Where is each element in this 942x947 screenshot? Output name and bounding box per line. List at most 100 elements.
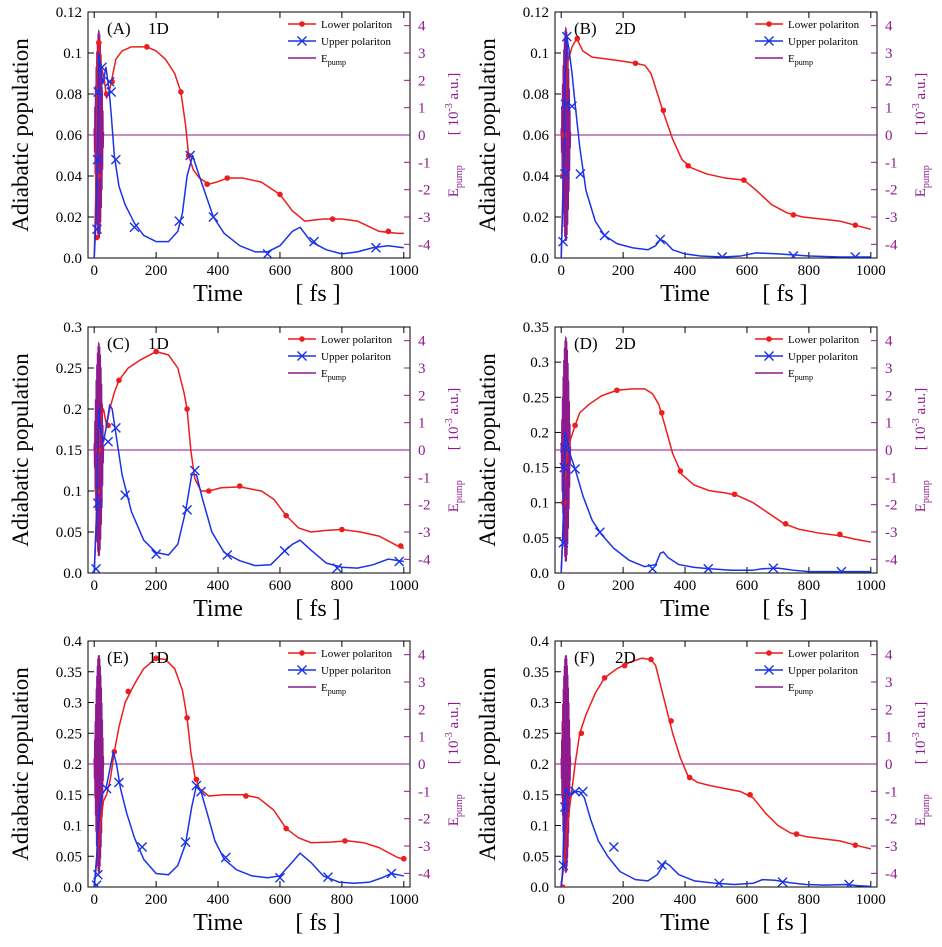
y2-tick-label: 3: [885, 46, 893, 62]
plot-area: [88, 341, 410, 573]
lower-polariton-marker: [852, 222, 859, 228]
lower-polariton-marker: [668, 718, 674, 724]
upper-polariton-marker: [101, 783, 112, 794]
panel-dimension-label: 2D: [615, 334, 636, 353]
x-tick-label: 600: [269, 263, 292, 279]
lower-polariton-marker: [790, 212, 797, 218]
x-tick-label: 800: [331, 892, 354, 908]
lower-polariton-marker: [185, 152, 192, 159]
x-tick-label: 400: [674, 892, 697, 908]
chart-panel-a: 0 200 400 600 800 1000 0.0 0.02 0.04 0.06 0.08 0.1 0…: [8, 5, 465, 307]
upper-polariton-marker: [191, 780, 202, 791]
y-tick-label: 0.1: [530, 819, 549, 835]
y2-label-exponent: -3: [911, 418, 922, 426]
lower-polariton-marker: [236, 483, 243, 489]
upper-polariton-line: [560, 35, 871, 258]
x-tick-label: 600: [269, 892, 292, 908]
y-tick-label: 0.2: [530, 425, 549, 441]
panel-dimension-label: 2D: [615, 19, 636, 38]
legend-lower-polariton-label: Lower polariton: [321, 19, 393, 31]
legend-upper-polariton-label: Upper polariton: [788, 351, 858, 363]
legend: Lower polariton Upper polariton Epump: [288, 648, 393, 696]
legend-series-name: Lower polariton: [788, 334, 860, 346]
panel-dimension-label: 1D: [148, 334, 169, 353]
y2-tick-label: 2: [885, 388, 893, 404]
y2-tick-label: 4: [418, 334, 426, 350]
chart-panel-f: 0 200 400 600 800 1000 0.0 0.05 0.1 0.15 0.2 0.25 0.…: [475, 634, 932, 936]
y2-tick-label: 4: [418, 19, 426, 35]
y2-tick-label: -3: [418, 839, 431, 855]
y2-tick-label: -4: [885, 866, 898, 882]
y2-tick-label: 4: [885, 334, 893, 350]
legend-upper-polariton-label: Upper polariton: [788, 36, 858, 48]
legend-series-name: E: [321, 682, 328, 694]
y2-tick-label: 0: [418, 443, 426, 459]
y-tick-label: 0.2: [530, 757, 549, 773]
y-tick-label: 0.4: [530, 634, 549, 650]
y2-tick-label: 0: [885, 443, 893, 459]
upper-polariton-marker: [567, 101, 578, 112]
legend-lower-polariton-marker: [299, 21, 305, 27]
chart-panel-c: 0 200 400 600 800 1000 0.0 0.05 0.1 0.15 0.2 0.25 0.…: [8, 320, 465, 622]
upper-polariton-marker: [594, 527, 605, 538]
lower-polariton-marker: [686, 774, 693, 781]
x-tick-label: 1000: [856, 263, 886, 279]
lower-polariton-marker: [283, 825, 289, 832]
upper-polariton-marker: [599, 230, 610, 241]
upper-polariton-marker: [322, 872, 333, 883]
legend-upper-polariton-marker: [764, 36, 774, 46]
upper-polariton-marker: [274, 872, 285, 883]
upper-polariton-marker: [91, 563, 102, 573]
legend: Lower polariton Upper polariton Epump: [755, 648, 860, 696]
upper-polariton-marker: [850, 251, 861, 258]
upper-polariton-marker: [93, 86, 104, 97]
upper-polariton-marker: [103, 436, 114, 447]
y2-tick-label: 1: [885, 730, 893, 746]
x-tick-label: 400: [207, 578, 230, 594]
y-axis-label: Adiabatic population: [475, 667, 500, 861]
y2-label-unit: [ 10: [913, 112, 929, 136]
lower-polariton-marker: [125, 688, 132, 695]
legend-series-name: Upper polariton: [321, 351, 391, 363]
upper-polariton-marker: [92, 869, 103, 880]
legend-series-subscript: pump: [795, 687, 813, 696]
y2-tick-label: -1: [418, 155, 431, 171]
legend: Lower polariton Upper polariton Epump: [755, 19, 860, 67]
upper-polariton-marker: [262, 248, 273, 258]
upper-polariton-marker: [174, 216, 185, 227]
y2-tick-label: 1: [885, 101, 893, 117]
legend-series-subscript: pump: [795, 373, 813, 382]
x-tick-label: 0: [557, 263, 565, 279]
y-tick-label: 0.3: [63, 320, 82, 336]
y2-tick-label: 4: [885, 648, 893, 664]
x-tick-label: 600: [736, 263, 759, 279]
x-axis-unit: [ fs ]: [762, 910, 807, 936]
y2-tick-label: -4: [885, 552, 898, 568]
x-tick-label: 800: [798, 892, 821, 908]
y-tick-label: 0.25: [56, 726, 82, 742]
upper-polariton-marker: [844, 879, 855, 887]
x-tick-label: 0: [90, 578, 98, 594]
y-tick-label: 0.25: [523, 726, 549, 742]
y2-label-unit-tail: a.u.]: [913, 388, 929, 418]
panel-label: (C): [107, 334, 130, 353]
upper-polariton-marker: [777, 877, 788, 887]
panel-label: (B): [574, 19, 597, 38]
x-axis-unit: [ fs ]: [762, 596, 807, 622]
y2-tick-label: 2: [418, 73, 426, 89]
lower-polariton-marker: [793, 831, 800, 837]
y-tick-label: 0.15: [56, 443, 82, 459]
x-tick-label: 1000: [856, 578, 886, 594]
plot-area: [88, 28, 410, 258]
upper-polariton-marker: [703, 563, 714, 573]
y-tick-label: 0.04: [523, 169, 550, 185]
upper-polariton-marker: [92, 498, 103, 509]
upper-polariton-marker: [577, 786, 588, 797]
y2-axis-label: Epump [ 10-3 a.u.]: [911, 73, 932, 197]
lower-polariton-line: [560, 657, 871, 887]
y2-tick-label: -1: [418, 784, 431, 800]
panel-label: (E): [107, 648, 129, 667]
y-tick-label: 0.1: [63, 484, 82, 500]
upper-polariton-marker: [570, 463, 581, 474]
legend-series-name: Lower polariton: [788, 19, 860, 31]
